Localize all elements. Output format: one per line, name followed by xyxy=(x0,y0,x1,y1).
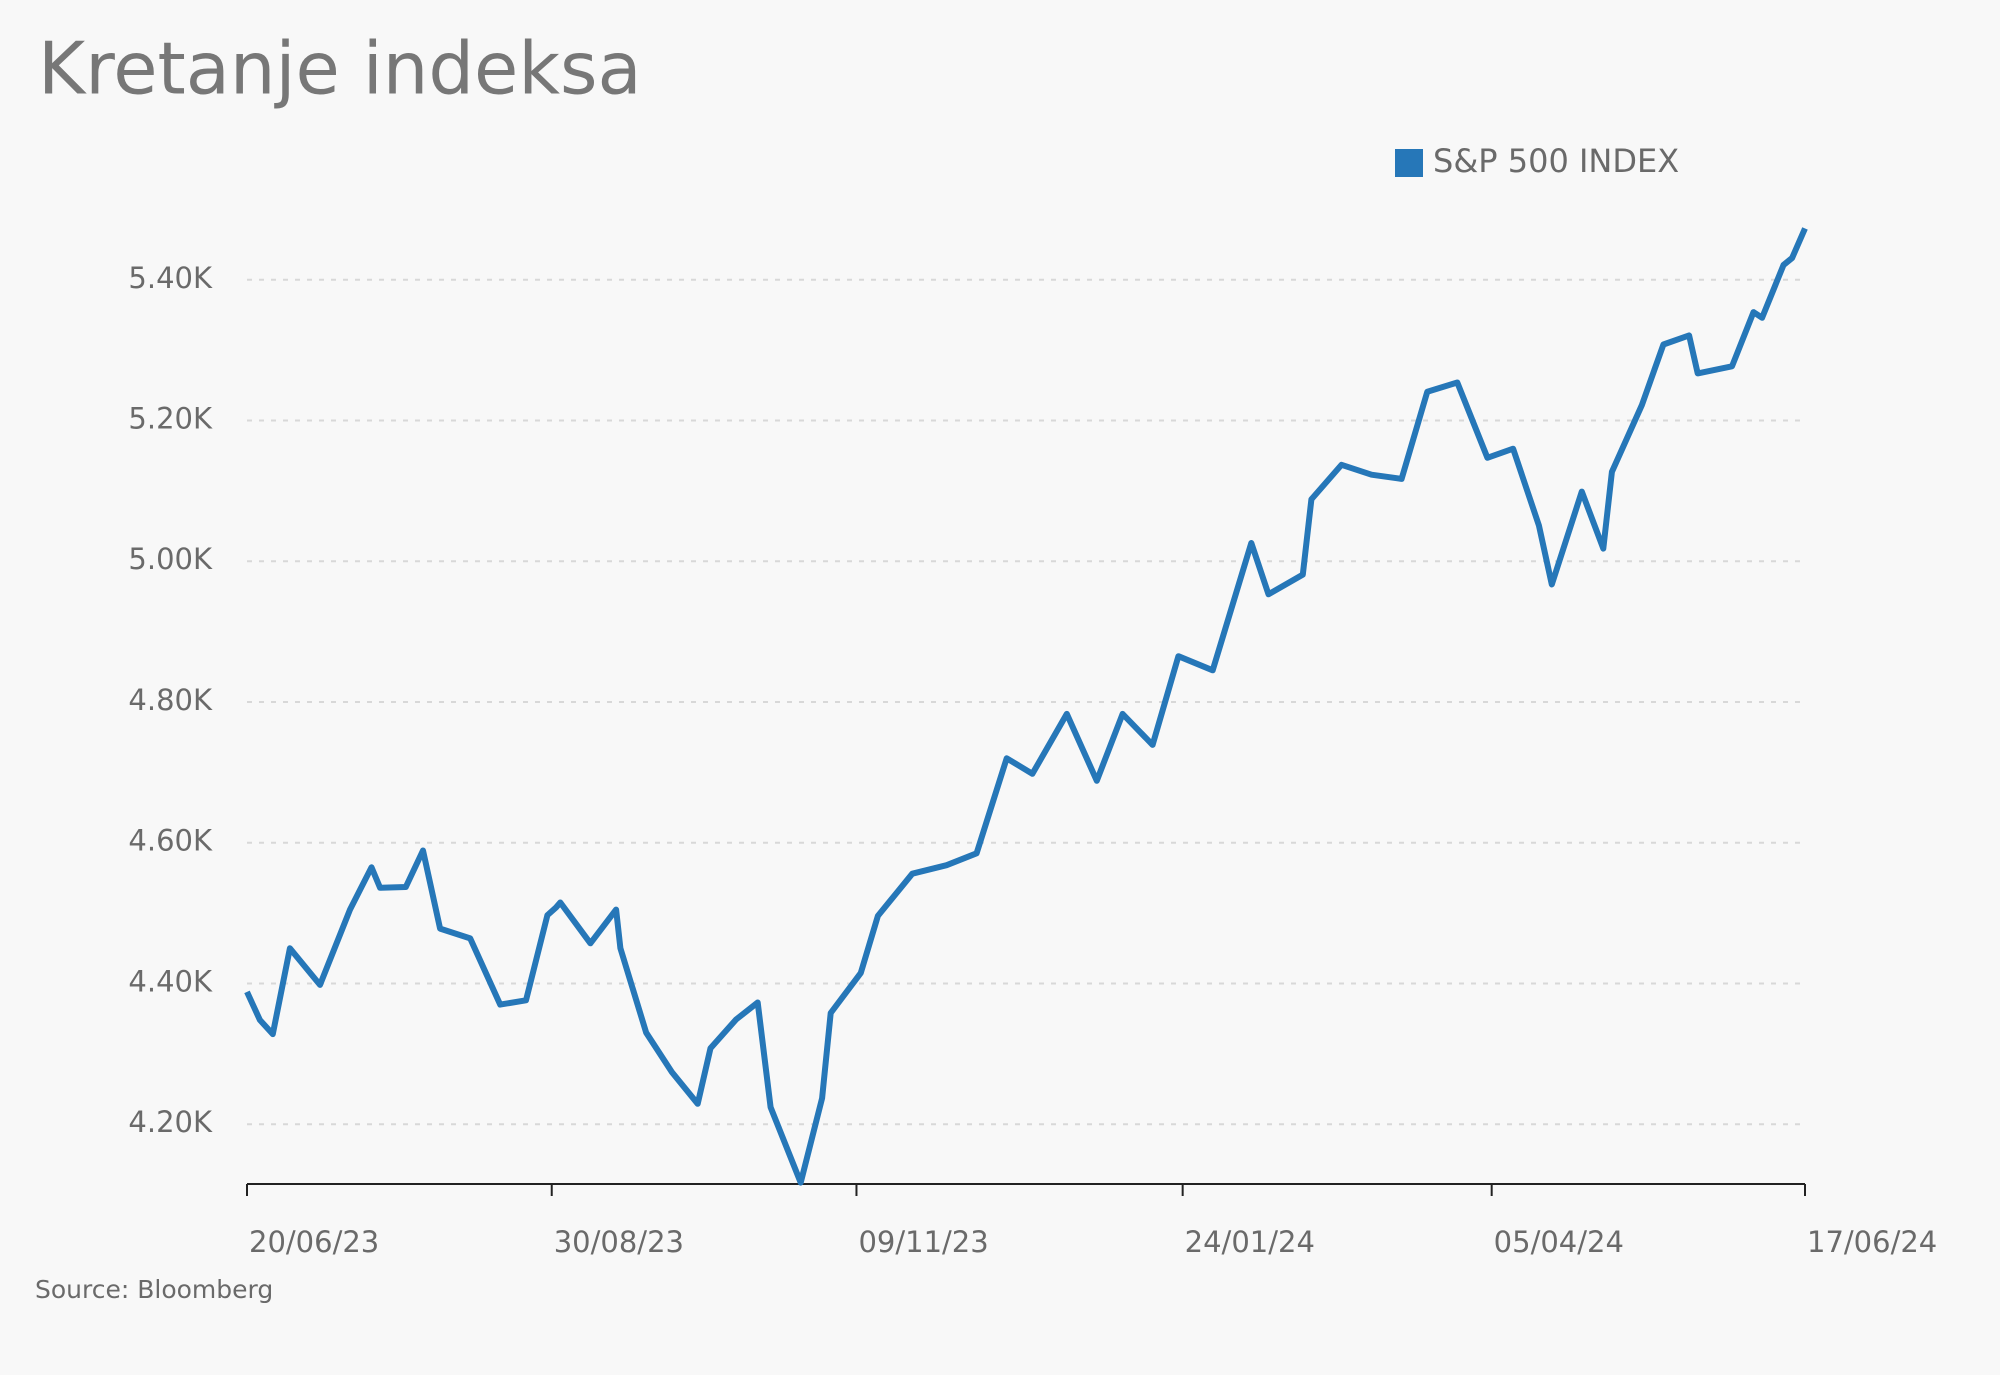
x-tick-label: 24/01/24 xyxy=(1185,1225,1315,1259)
x-tick-label: 17/06/24 xyxy=(1807,1225,1937,1259)
y-tick-label: 5.20K xyxy=(128,402,213,436)
chart-title: Kretanje indeksa xyxy=(38,27,642,111)
x-tick-label: 20/06/23 xyxy=(249,1225,379,1259)
data-line xyxy=(244,227,1808,1186)
legend-marker xyxy=(1395,149,1423,177)
y-tick-label: 4.80K xyxy=(128,683,213,717)
y-tick-label: 5.40K xyxy=(128,261,213,295)
x-tick-label: 30/08/23 xyxy=(554,1225,684,1259)
y-tick-label: 4.40K xyxy=(128,964,213,998)
x-tick-label: 05/04/24 xyxy=(1494,1225,1624,1259)
x-tick-label: 09/11/23 xyxy=(858,1225,988,1259)
y-tick-label: 4.20K xyxy=(128,1105,213,1139)
source: Source: Bloomberg xyxy=(35,1275,273,1304)
y-tick-label: 4.60K xyxy=(128,824,213,858)
legend-label: S&P 500 INDEX xyxy=(1433,142,1679,180)
y-tick-label: 5.00K xyxy=(128,542,213,576)
